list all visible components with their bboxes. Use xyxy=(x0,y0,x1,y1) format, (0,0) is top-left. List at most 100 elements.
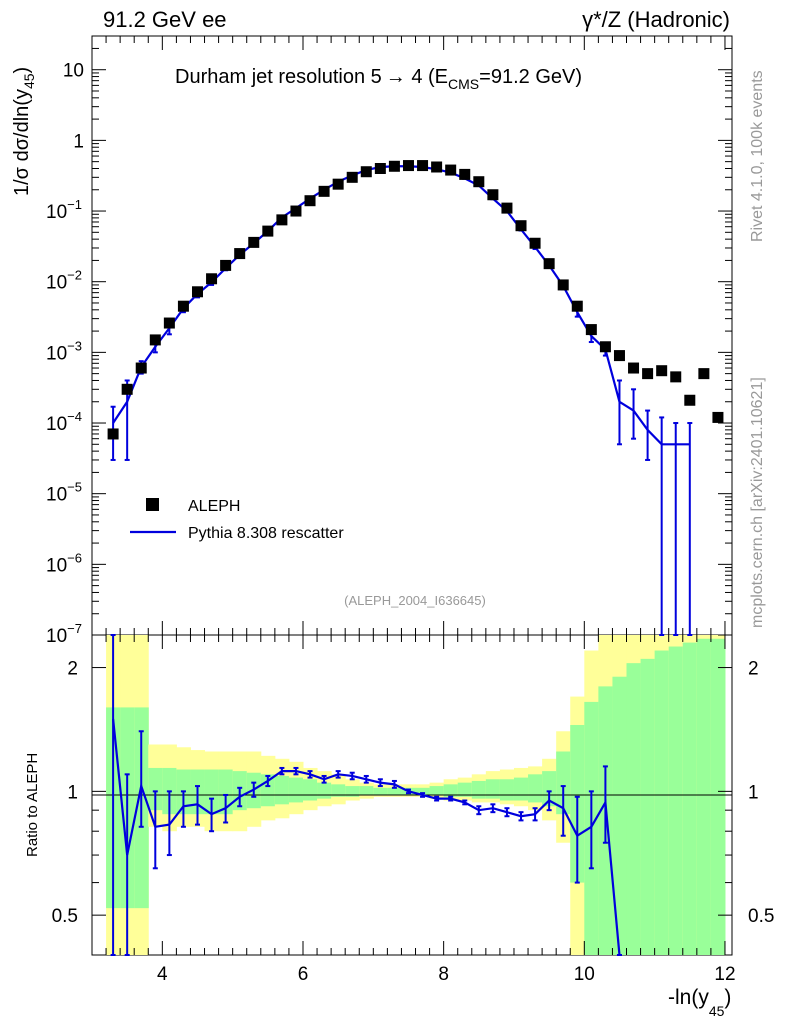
data-point xyxy=(445,164,457,176)
y-tick-label: 10 xyxy=(63,61,84,82)
data-point xyxy=(374,162,386,174)
data-point xyxy=(121,383,133,395)
rivet-version-text: Rivet 4.1.0, 100k events xyxy=(749,70,766,242)
ratio-band-inner xyxy=(317,782,332,799)
data-point xyxy=(388,160,400,172)
ratio-band-inner xyxy=(359,786,374,795)
data-point xyxy=(304,195,316,207)
legend-data-label: ALEPH xyxy=(188,498,240,515)
x-axis: 4 6 8 10 12 xyxy=(105,36,736,985)
data-point xyxy=(318,185,330,197)
data-point xyxy=(571,300,583,312)
y-tick-label: 10−1 xyxy=(46,197,82,223)
ratio-band-inner xyxy=(528,774,543,803)
data-series-main xyxy=(107,160,724,440)
ratio-band-inner xyxy=(485,779,501,799)
main-plot-frame xyxy=(91,35,733,636)
data-point xyxy=(332,178,344,190)
ratio-band-inner xyxy=(612,676,628,955)
data-point xyxy=(557,279,569,291)
data-point xyxy=(459,168,471,180)
data-point xyxy=(543,258,555,270)
y-tick-label: 10−2 xyxy=(46,268,82,294)
data-point xyxy=(135,362,147,374)
data-point xyxy=(698,368,710,380)
ratio-band-inner xyxy=(626,663,642,955)
data-point xyxy=(628,362,640,374)
data-point xyxy=(276,214,288,226)
ratio-band-inner xyxy=(443,784,459,797)
data-point xyxy=(417,160,429,172)
data-point xyxy=(290,205,302,217)
mc-main-line xyxy=(112,165,690,446)
ratio-band-inner xyxy=(288,777,304,803)
data-point xyxy=(220,259,232,271)
data-point xyxy=(585,324,597,336)
analysis-watermark: (ALEPH_2004_I636645) xyxy=(344,593,486,608)
y-tick-label: 10−4 xyxy=(46,409,82,435)
x-tick-label: 10 xyxy=(574,964,595,985)
data-point xyxy=(642,368,654,380)
data-point xyxy=(177,300,189,312)
ratio-band-inner xyxy=(682,642,698,955)
ratio-band-inner xyxy=(668,646,684,955)
ratio-y-axis-label: Ratio to ALEPH xyxy=(24,753,41,857)
ratio-tick-label-left: 1 xyxy=(67,782,78,803)
ratio-band-inner xyxy=(373,787,388,795)
ratio-band-inner xyxy=(710,638,726,955)
ratio-band-inner xyxy=(345,786,360,797)
x-tick-label: 4 xyxy=(157,964,168,985)
ratio-band-inner xyxy=(499,779,515,801)
data-point xyxy=(501,202,513,214)
x-tick-label: 6 xyxy=(298,964,309,985)
ratio-band-inner xyxy=(302,779,318,801)
ratio-band-inner xyxy=(387,787,402,795)
main-y-axis: 10−7 10−6 10−5 10−4 10−3 10−2 10−1 1 10 xyxy=(46,35,732,647)
data-point xyxy=(163,317,175,329)
mc-series-ratio xyxy=(110,634,622,956)
data-point xyxy=(599,341,611,353)
ratio-band-inner xyxy=(218,769,234,815)
data-point xyxy=(684,394,696,406)
data-point xyxy=(234,248,246,260)
data-point xyxy=(473,176,485,188)
main-y-axis-label: 1/σ dσ/dln(y45) xyxy=(11,67,37,196)
header-energy: 91.2 GeV ee xyxy=(103,7,227,32)
data-point xyxy=(487,189,499,201)
ratio-band-inner xyxy=(457,782,473,797)
data-point xyxy=(107,428,119,440)
y-tick-label: 10−7 xyxy=(46,621,82,647)
legend-mc-label: Pythia 8.308 rescatter xyxy=(188,525,344,542)
mcplots-credit-text: mcplots.cern.ch [arXiv:2401.10621] xyxy=(749,377,766,628)
ratio-tick-label-left: 2 xyxy=(67,659,78,680)
data-point xyxy=(656,365,668,377)
data-point xyxy=(248,236,260,248)
ratio-band-inner xyxy=(331,784,346,797)
data-point xyxy=(149,334,161,346)
data-point xyxy=(191,286,203,298)
data-point xyxy=(712,411,724,423)
x-tick-label: 8 xyxy=(438,964,449,985)
data-point xyxy=(670,371,682,383)
data-point xyxy=(515,220,527,232)
data-point xyxy=(613,350,625,362)
plot-title: Durham jet resolution 5 → 4 (ECMS=91.2 Ge… xyxy=(175,66,582,92)
y-tick-label: 10−3 xyxy=(46,338,82,364)
ratio-band-inner xyxy=(640,658,656,955)
ratio-tick-label-right: 1 xyxy=(748,782,759,803)
ratio-tick-label-left: 0.5 xyxy=(52,906,78,927)
ratio-band-inner xyxy=(471,780,487,799)
data-point xyxy=(346,171,358,183)
ratio-band-inner xyxy=(542,771,557,807)
ratio-band-inner xyxy=(654,650,670,955)
data-point xyxy=(431,161,443,173)
mc-series-main xyxy=(110,164,693,636)
ratio-tick-label-right: 0.5 xyxy=(748,906,774,927)
ratio-y-axis: 0.5 0.5 1 1 2 2 xyxy=(52,659,774,956)
legend-data-marker xyxy=(146,498,159,511)
ratio-band-inner xyxy=(556,751,571,815)
y-tick-label: 10−6 xyxy=(46,550,82,576)
data-point xyxy=(529,237,541,249)
x-tick-label: 12 xyxy=(714,964,735,985)
